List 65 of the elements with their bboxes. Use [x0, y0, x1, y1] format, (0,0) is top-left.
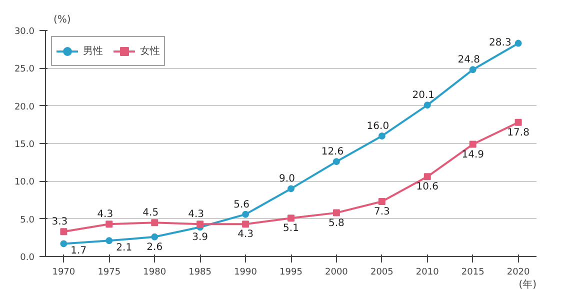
- data-label: 14.9: [462, 149, 484, 160]
- data-label: 5.6: [234, 199, 250, 210]
- data-label: 3.9: [192, 232, 208, 244]
- point: [242, 220, 250, 228]
- data-label: 3.3: [52, 216, 68, 228]
- legend-label: 男性: [83, 44, 103, 58]
- data-label: 10.6: [416, 182, 439, 193]
- data-label: 5.8: [328, 218, 344, 229]
- point: [60, 228, 68, 236]
- data-label: 20.1: [412, 90, 435, 102]
- data-label: 4.5: [142, 208, 159, 219]
- point: [378, 132, 386, 140]
- y-tick-label: 20.0: [14, 102, 35, 112]
- y-tick-label: 25.0: [14, 64, 35, 75]
- y-tick-label: 0.0: [20, 253, 35, 263]
- point: [288, 214, 294, 222]
- y-tick-label: 15.0: [14, 140, 35, 150]
- point: [242, 210, 250, 218]
- point: [514, 40, 522, 47]
- data-label: 4.3: [97, 209, 114, 220]
- x-tick-label: 2015: [461, 268, 484, 278]
- point: [288, 185, 294, 192]
- point: [514, 118, 522, 126]
- x-tick-label: 1980: [143, 268, 166, 278]
- y-tick-label: 10.0: [14, 178, 35, 188]
- data-label: 5.1: [283, 223, 299, 234]
- data-label: 2.6: [146, 242, 163, 253]
- x-tick-label: 2010: [416, 268, 440, 278]
- data-label: 1.7: [70, 246, 87, 257]
- data-label: 24.8: [458, 54, 480, 66]
- data-label: 9.0: [279, 174, 295, 185]
- data-label: 12.6: [321, 146, 344, 158]
- point: [424, 173, 431, 180]
- y-tick-label: 30.0: [14, 27, 35, 37]
- point: [469, 140, 476, 148]
- point: [106, 220, 113, 228]
- x-tick-label: 1985: [188, 268, 212, 278]
- x-tick-label: 1995: [280, 268, 302, 278]
- point: [469, 66, 476, 74]
- point: [196, 220, 204, 228]
- legend-label: 女性: [140, 44, 160, 58]
- y-tick-label: 5.0: [20, 215, 35, 226]
- x-axis-title: (年): [518, 278, 537, 290]
- data-label: 17.8: [507, 127, 530, 138]
- point: [332, 158, 340, 166]
- data-label: 28.3: [489, 37, 512, 48]
- data-label: 4.3: [188, 209, 204, 220]
- point: [106, 237, 113, 244]
- x-tick-label: 1975: [98, 268, 121, 278]
- point: [378, 198, 386, 206]
- data-label: 4.3: [238, 229, 254, 240]
- data-label: 7.3: [374, 206, 390, 218]
- x-tick-label: 1970: [52, 268, 76, 278]
- x-tick-label: 2000: [325, 268, 348, 278]
- point: [424, 102, 431, 109]
- data-label: 16.0: [366, 120, 390, 132]
- point: [151, 219, 158, 226]
- x-tick-label: 1990: [234, 268, 258, 278]
- point: [332, 209, 340, 216]
- data-label: 2.1: [116, 242, 132, 254]
- point: [151, 233, 158, 240]
- x-tick-label: 2020: [506, 268, 530, 278]
- point: [60, 240, 68, 248]
- y-axis-title: (%): [54, 14, 71, 26]
- x-tick-label: 2005: [370, 268, 394, 278]
